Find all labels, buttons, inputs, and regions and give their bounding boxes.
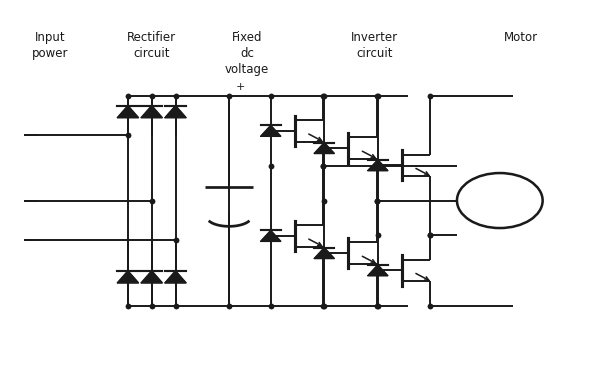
Polygon shape [141,271,162,283]
Polygon shape [141,105,162,118]
Polygon shape [368,160,388,171]
Polygon shape [368,265,388,276]
Polygon shape [165,105,186,118]
Polygon shape [117,105,139,118]
Text: Motor: Motor [503,31,538,44]
Polygon shape [165,271,186,283]
Text: Inverter
circuit: Inverter circuit [351,31,399,60]
Polygon shape [314,248,334,259]
Text: +: + [236,82,246,92]
Polygon shape [314,142,334,154]
Text: Rectifier
circuit: Rectifier circuit [127,31,176,60]
Text: Input
power: Input power [32,31,69,60]
Polygon shape [261,125,281,136]
Polygon shape [117,271,139,283]
Text: Fixed
dc
voltage: Fixed dc voltage [225,31,269,76]
Polygon shape [261,230,281,241]
